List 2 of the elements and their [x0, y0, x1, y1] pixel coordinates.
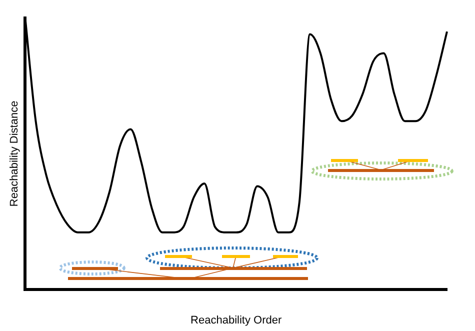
y-axis-title: Reachability Distance [8, 100, 21, 207]
x-axis-title: Reachability Order [190, 314, 282, 326]
